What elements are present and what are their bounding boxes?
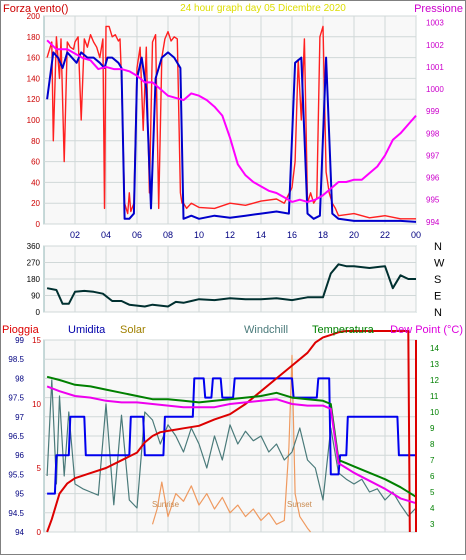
y-temp-tick-label: 4 <box>430 504 435 513</box>
series-rain-line <box>46 330 411 533</box>
series-dewpoint-line <box>46 385 417 505</box>
y-dir-tick-label: 90 <box>31 292 40 301</box>
sunset-label: Sunset <box>287 500 313 509</box>
x-tick-label: 12 <box>225 230 235 240</box>
y-left-tick-label: 20 <box>31 199 40 208</box>
y-left-tick-label: 100 <box>27 116 41 125</box>
legend-windchill: Windchill <box>244 324 288 336</box>
y-humidity-tick-label: 94 <box>15 528 24 537</box>
tick-labels: 02 04 06 08 10 12 14 16 18 20 22 000204060801001201… <box>8 12 445 537</box>
compass-label: N <box>434 307 442 319</box>
y-left-tick-label: 80 <box>31 137 40 146</box>
y-rain-tick-label: 10 <box>32 400 41 409</box>
y-humidity-tick-label: 97 <box>15 413 24 422</box>
y-rain-tick-label: 0 <box>37 528 42 537</box>
y-humidity-tick-label: 98.5 <box>8 355 24 364</box>
x-tick-label: 16 <box>287 230 297 240</box>
x-tick-label: 02 <box>70 230 80 240</box>
y-left-tick-label: 140 <box>27 74 41 83</box>
y-temp-tick-label: 10 <box>430 408 439 417</box>
series-solar-line <box>151 354 312 533</box>
y-temp-tick-label: 6 <box>430 472 435 481</box>
y-temp-tick-label: 3 <box>430 520 435 529</box>
y-temp-tick-label: 13 <box>430 360 439 369</box>
legend-temperatura: Temperatura <box>312 324 375 336</box>
y-left-tick-label: 0 <box>36 220 41 229</box>
y-temp-tick-label: 7 <box>430 456 435 465</box>
series-gust-line <box>46 25 416 220</box>
y-left-tick-label: 40 <box>31 178 40 187</box>
x-tick-label: 14 <box>256 230 266 240</box>
y-humidity-tick-label: 94.5 <box>8 509 24 518</box>
legend-pioggia: Pioggia <box>2 324 40 336</box>
y-humidity-tick-label: 98 <box>15 374 24 383</box>
y-right-tick-label: 1002 <box>426 41 444 50</box>
series-temperature-line <box>46 375 417 498</box>
y-right-tick-label: 1003 <box>426 19 444 28</box>
chart-title-right: Pressione <box>414 3 463 15</box>
y-right-tick-label: 998 <box>426 129 440 138</box>
y-dir-tick-label: 180 <box>27 275 41 284</box>
y-temp-tick-label: 12 <box>430 376 439 385</box>
data-series <box>46 25 417 533</box>
y-right-tick-label: 999 <box>426 107 440 116</box>
y-temp-tick-label: 9 <box>430 424 435 433</box>
legend-solar: Solar <box>120 324 146 336</box>
y-right-tick-label: 1000 <box>426 85 444 94</box>
chart-title-left: Forza vento() <box>3 3 68 15</box>
y-humidity-tick-label: 96 <box>15 451 24 460</box>
y-dir-tick-label: 0 <box>36 308 41 317</box>
series-wind-line <box>46 51 417 223</box>
x-tick-label: 20 <box>349 230 359 240</box>
series-windchill-line <box>46 379 417 517</box>
x-tick-label: 00 <box>411 230 421 240</box>
y-humidity-tick-label: 96.5 <box>8 432 24 441</box>
y-left-tick-label: 120 <box>27 95 41 104</box>
y-rain-tick-label: 15 <box>32 336 41 345</box>
series-pressure-line <box>46 39 417 203</box>
compass-label: S <box>434 274 441 286</box>
series-direction-line <box>46 263 416 308</box>
y-temp-tick-label: 5 <box>430 488 435 497</box>
x-tick-label: 22 <box>380 230 390 240</box>
compass-label: W <box>434 258 445 270</box>
y-dir-tick-label: 270 <box>27 259 41 268</box>
y-right-tick-label: 995 <box>426 196 440 205</box>
series-humidity-line <box>47 377 416 495</box>
chart-title-center: 24 hour graph day 05 Dicembre 2020 <box>180 3 346 14</box>
y-humidity-tick-label: 95 <box>15 490 24 499</box>
x-tick-label: 18 <box>318 230 328 240</box>
x-tick-label: 08 <box>163 230 173 240</box>
y-right-tick-label: 994 <box>426 218 440 227</box>
compass-label: E <box>434 291 441 303</box>
y-humidity-tick-label: 99 <box>15 336 24 345</box>
x-tick-label: 10 <box>194 230 204 240</box>
legend-umidita: Umidita <box>68 324 106 336</box>
x-tick-label: 06 <box>132 230 142 240</box>
y-temp-tick-label: 14 <box>430 344 439 353</box>
y-right-tick-label: 996 <box>426 174 440 183</box>
y-left-tick-label: 200 <box>27 12 41 21</box>
y-left-tick-label: 160 <box>27 54 41 63</box>
y-temp-tick-label: 11 <box>430 392 439 401</box>
compass-label: N <box>434 241 442 253</box>
sunrise-label: Sunrise <box>152 500 180 509</box>
y-left-tick-label: 60 <box>31 158 40 167</box>
y-rain-tick-label: 5 <box>37 464 42 473</box>
y-humidity-tick-label: 97.5 <box>8 394 24 403</box>
legend-dewpoint: Dew Point (°C) <box>390 324 463 336</box>
y-left-tick-label: 180 <box>27 33 41 42</box>
y-dir-tick-label: 360 <box>27 242 41 251</box>
x-tick-label: 04 <box>101 230 111 240</box>
y-temp-tick-label: 8 <box>430 440 435 449</box>
y-right-tick-label: 997 <box>426 151 440 160</box>
y-right-tick-label: 1001 <box>426 63 444 72</box>
y-humidity-tick-label: 95.5 <box>8 470 24 479</box>
